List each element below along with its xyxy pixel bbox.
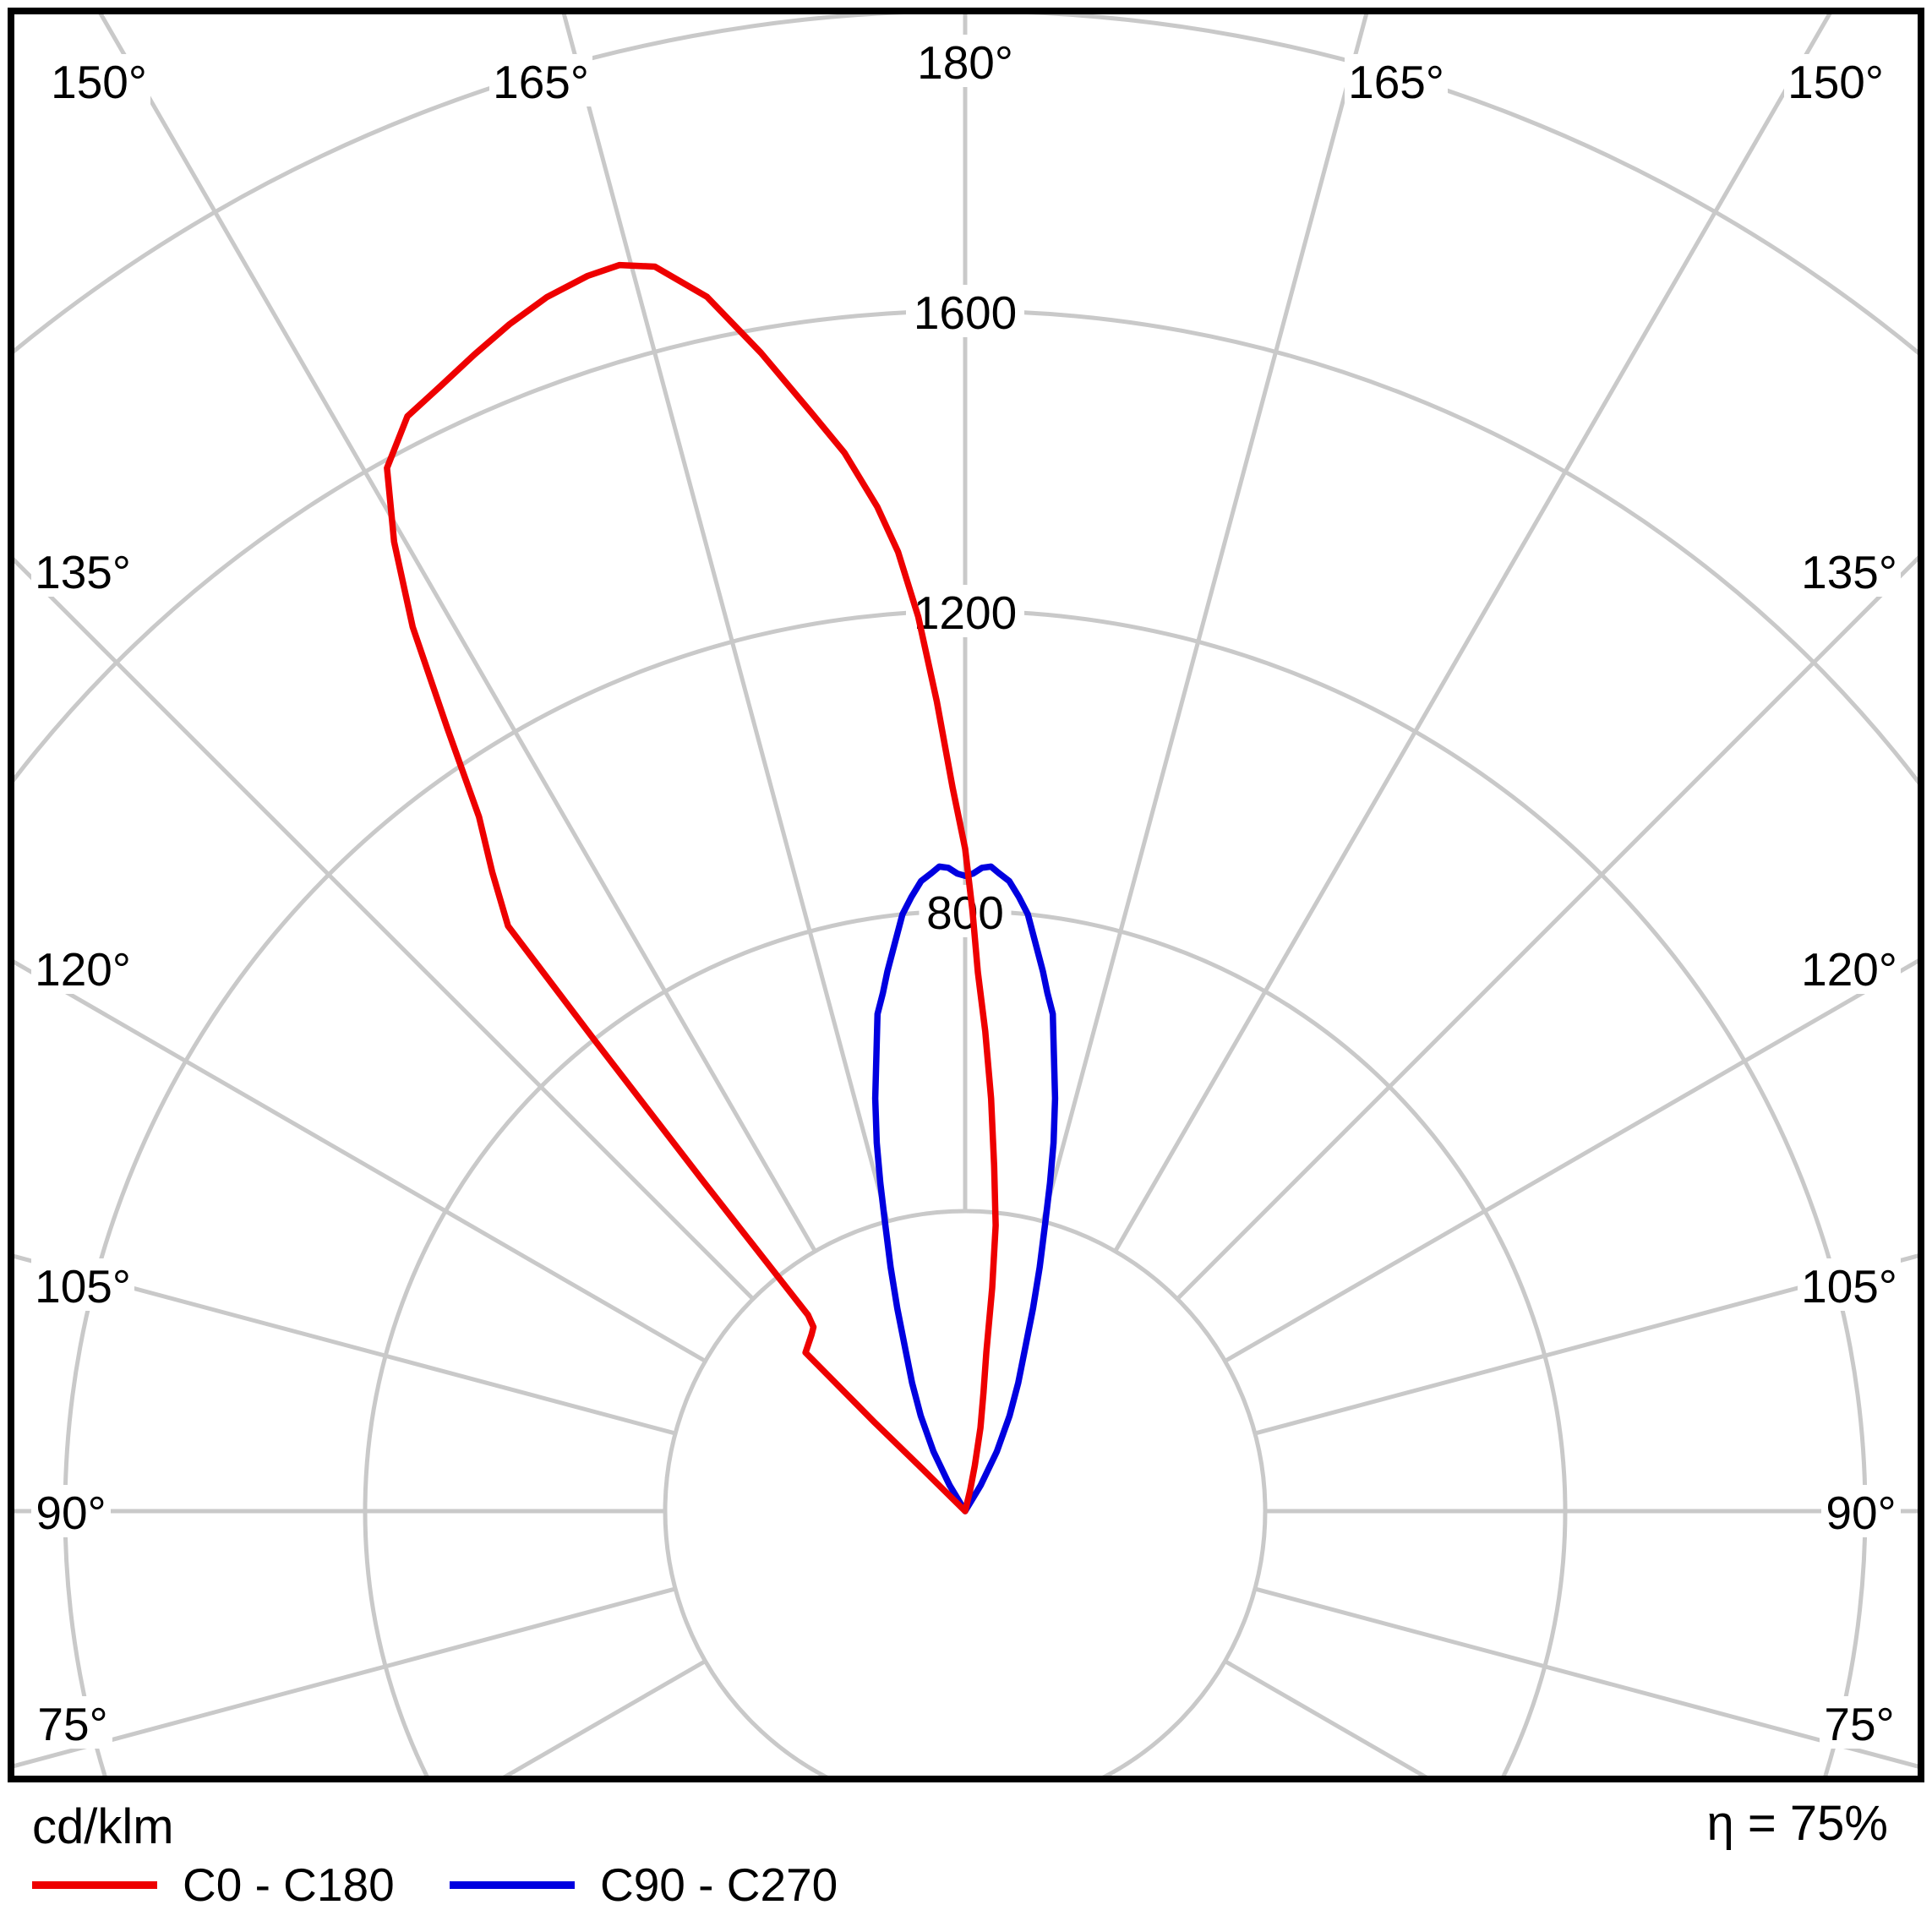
legend-line-c0-c180 bbox=[32, 1881, 157, 1889]
units-label: cd/klm bbox=[32, 1799, 174, 1854]
grid-spoke bbox=[14, 1253, 676, 1436]
angle-label-mask bbox=[31, 1485, 111, 1537]
grid-spoke bbox=[561, 14, 890, 1222]
angle-label-mask bbox=[1798, 1258, 1901, 1311]
ring-label: 800 bbox=[926, 887, 1004, 939]
angle-label: 135° bbox=[1801, 546, 1897, 598]
grid-spoke bbox=[1176, 554, 1918, 1301]
grid-spoke bbox=[1224, 958, 1918, 1363]
angle-label: 90° bbox=[35, 1487, 106, 1539]
ring-label: 1200 bbox=[914, 587, 1017, 639]
angle-label-mask bbox=[1820, 1696, 1899, 1749]
grid-spoke bbox=[1254, 1586, 1918, 1769]
angle-label: 75° bbox=[37, 1698, 107, 1750]
angle-label: 75° bbox=[1824, 1698, 1894, 1750]
angle-label: 105° bbox=[1801, 1260, 1897, 1313]
angle-label-mask bbox=[914, 35, 1017, 87]
grid-spoke bbox=[1254, 1253, 1918, 1436]
legend-label-c90-c270: C90 - C270 bbox=[600, 1858, 838, 1911]
angle-label: 150° bbox=[51, 56, 147, 108]
ring-labels: 800 1200 1600 150° 165° 180° 165° 150° 135° 135° 1… bbox=[31, 35, 1901, 1750]
angle-label: 90° bbox=[1826, 1487, 1896, 1539]
grid-spoke bbox=[14, 556, 755, 1301]
angle-label: 165° bbox=[1348, 56, 1444, 108]
angle-label: 135° bbox=[35, 546, 131, 598]
efficiency-label: η = 75% bbox=[1706, 1796, 1888, 1851]
angle-label-mask bbox=[1345, 54, 1448, 106]
angle-label: 150° bbox=[1787, 56, 1884, 108]
legend-label-c0-c180: C0 - C180 bbox=[183, 1858, 395, 1911]
angle-label-mask bbox=[1798, 544, 1901, 597]
legend-line-c90-c270 bbox=[450, 1881, 575, 1889]
curve-C0-C180 bbox=[384, 261, 999, 1514]
angle-label: 120° bbox=[1801, 943, 1897, 996]
angle-label: 105° bbox=[35, 1260, 131, 1313]
angle-label: 180° bbox=[917, 36, 1013, 89]
angle-label-mask bbox=[31, 941, 134, 994]
plot-border bbox=[8, 8, 1924, 1782]
angle-label-mask bbox=[33, 1696, 112, 1749]
grid-spoke bbox=[1040, 14, 1369, 1222]
angle-label-mask bbox=[31, 544, 134, 597]
ring-label-mask bbox=[906, 585, 1024, 637]
angle-label-mask bbox=[489, 54, 592, 106]
angle-label-mask bbox=[1821, 1485, 1901, 1537]
ring-label-mask bbox=[906, 285, 1024, 337]
angle-label-mask bbox=[1784, 54, 1887, 106]
ring-label-mask bbox=[919, 885, 1012, 937]
angle-label: 120° bbox=[35, 943, 131, 996]
angle-label: 165° bbox=[493, 56, 589, 108]
ring-label: 1600 bbox=[914, 287, 1017, 339]
angle-label-mask bbox=[47, 54, 150, 106]
grid-spoke bbox=[1113, 14, 1832, 1253]
grid-spoke bbox=[98, 14, 817, 1253]
grid-spoke bbox=[14, 959, 707, 1363]
angle-label-mask bbox=[1798, 941, 1901, 994]
grid-spoke bbox=[14, 1586, 676, 1769]
angle-label-mask bbox=[31, 1258, 134, 1311]
